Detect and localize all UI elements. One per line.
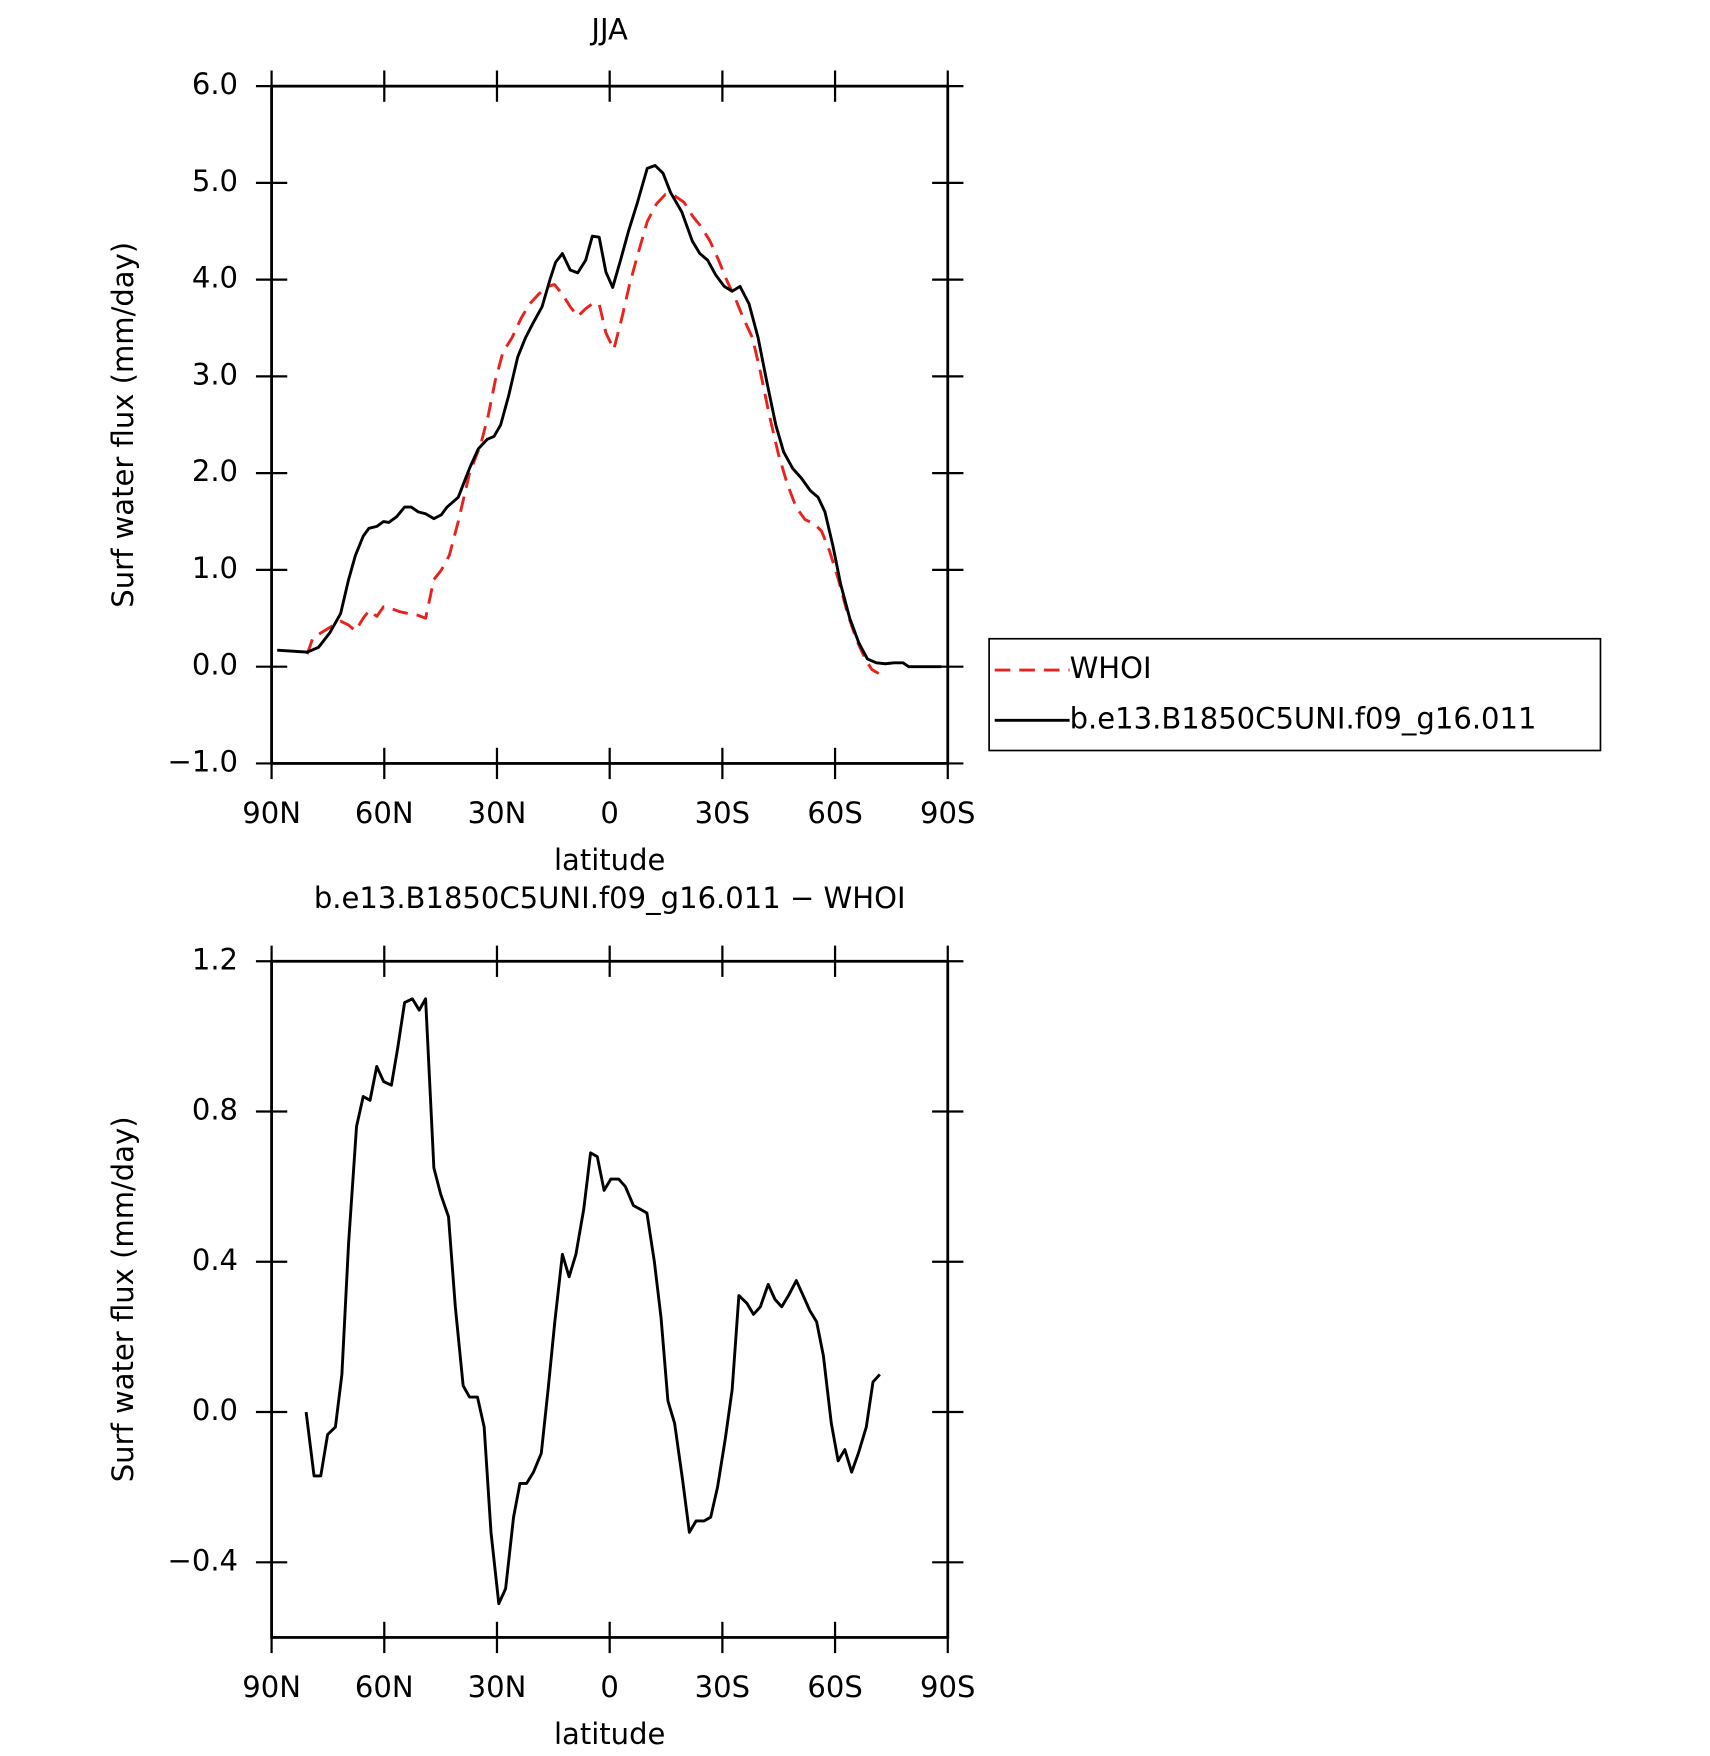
y-tick-label: 4.0 <box>192 261 238 295</box>
y-tick-label: 0.0 <box>192 648 238 682</box>
x-tick-label: 60N <box>355 796 414 830</box>
x-tick-label: 90N <box>242 796 301 830</box>
y-axis-label: Surf water flux (mm/day) <box>106 242 140 608</box>
x-tick-label: 0 <box>600 796 618 830</box>
x-tick-label: 30N <box>468 1670 527 1704</box>
legend-label: b.e13.B1850C5UNI.f09_g16.011 <box>1070 701 1537 735</box>
y-tick-label: 2.0 <box>192 454 238 488</box>
x-tick-label: 30S <box>695 1670 750 1704</box>
x-tick-label: 30S <box>695 796 750 830</box>
x-axis-label: latitude <box>554 1717 665 1751</box>
y-tick-label: 0.8 <box>192 1093 238 1127</box>
x-tick-label: 0 <box>600 1670 618 1704</box>
x-tick-label: 60S <box>807 1670 862 1704</box>
y-tick-label: −0.4 <box>168 1543 239 1577</box>
legend: WHOI b.e13.B1850C5UNI.f09_g16.011 <box>988 637 1602 752</box>
x-tick-label: 90S <box>920 796 975 830</box>
plot-frame <box>270 959 950 1639</box>
x-tick-label: 90S <box>920 1670 975 1704</box>
legend-frame <box>988 637 1602 752</box>
y-tick-label: 0.0 <box>192 1393 238 1427</box>
x-tick-label: 60N <box>355 1670 414 1704</box>
y-tick-label: 0.4 <box>192 1243 238 1277</box>
y-tick-label: 6.0 <box>192 67 238 101</box>
y-tick-label: 1.2 <box>192 942 238 976</box>
y-axis-label: Surf water flux (mm/day) <box>106 1116 140 1482</box>
data-line <box>305 193 880 675</box>
chart-title: b.e13.B1850C5UNI.f09_g16.011 − WHOI <box>314 881 906 915</box>
data-line <box>277 164 942 669</box>
y-tick-label: 5.0 <box>192 164 238 198</box>
plot-frame <box>270 84 950 765</box>
y-tick-label: −1.0 <box>168 744 239 778</box>
x-tick-label: 90N <box>242 1670 301 1704</box>
x-axis-label: latitude <box>554 843 665 877</box>
legend-label: WHOI <box>1070 651 1152 685</box>
y-tick-label: 3.0 <box>192 357 238 391</box>
x-tick-label: 30N <box>468 796 527 830</box>
chart-title: JJA <box>589 12 628 46</box>
data-line <box>304 997 881 1606</box>
y-tick-label: 1.0 <box>192 551 238 585</box>
x-tick-label: 60S <box>807 796 862 830</box>
